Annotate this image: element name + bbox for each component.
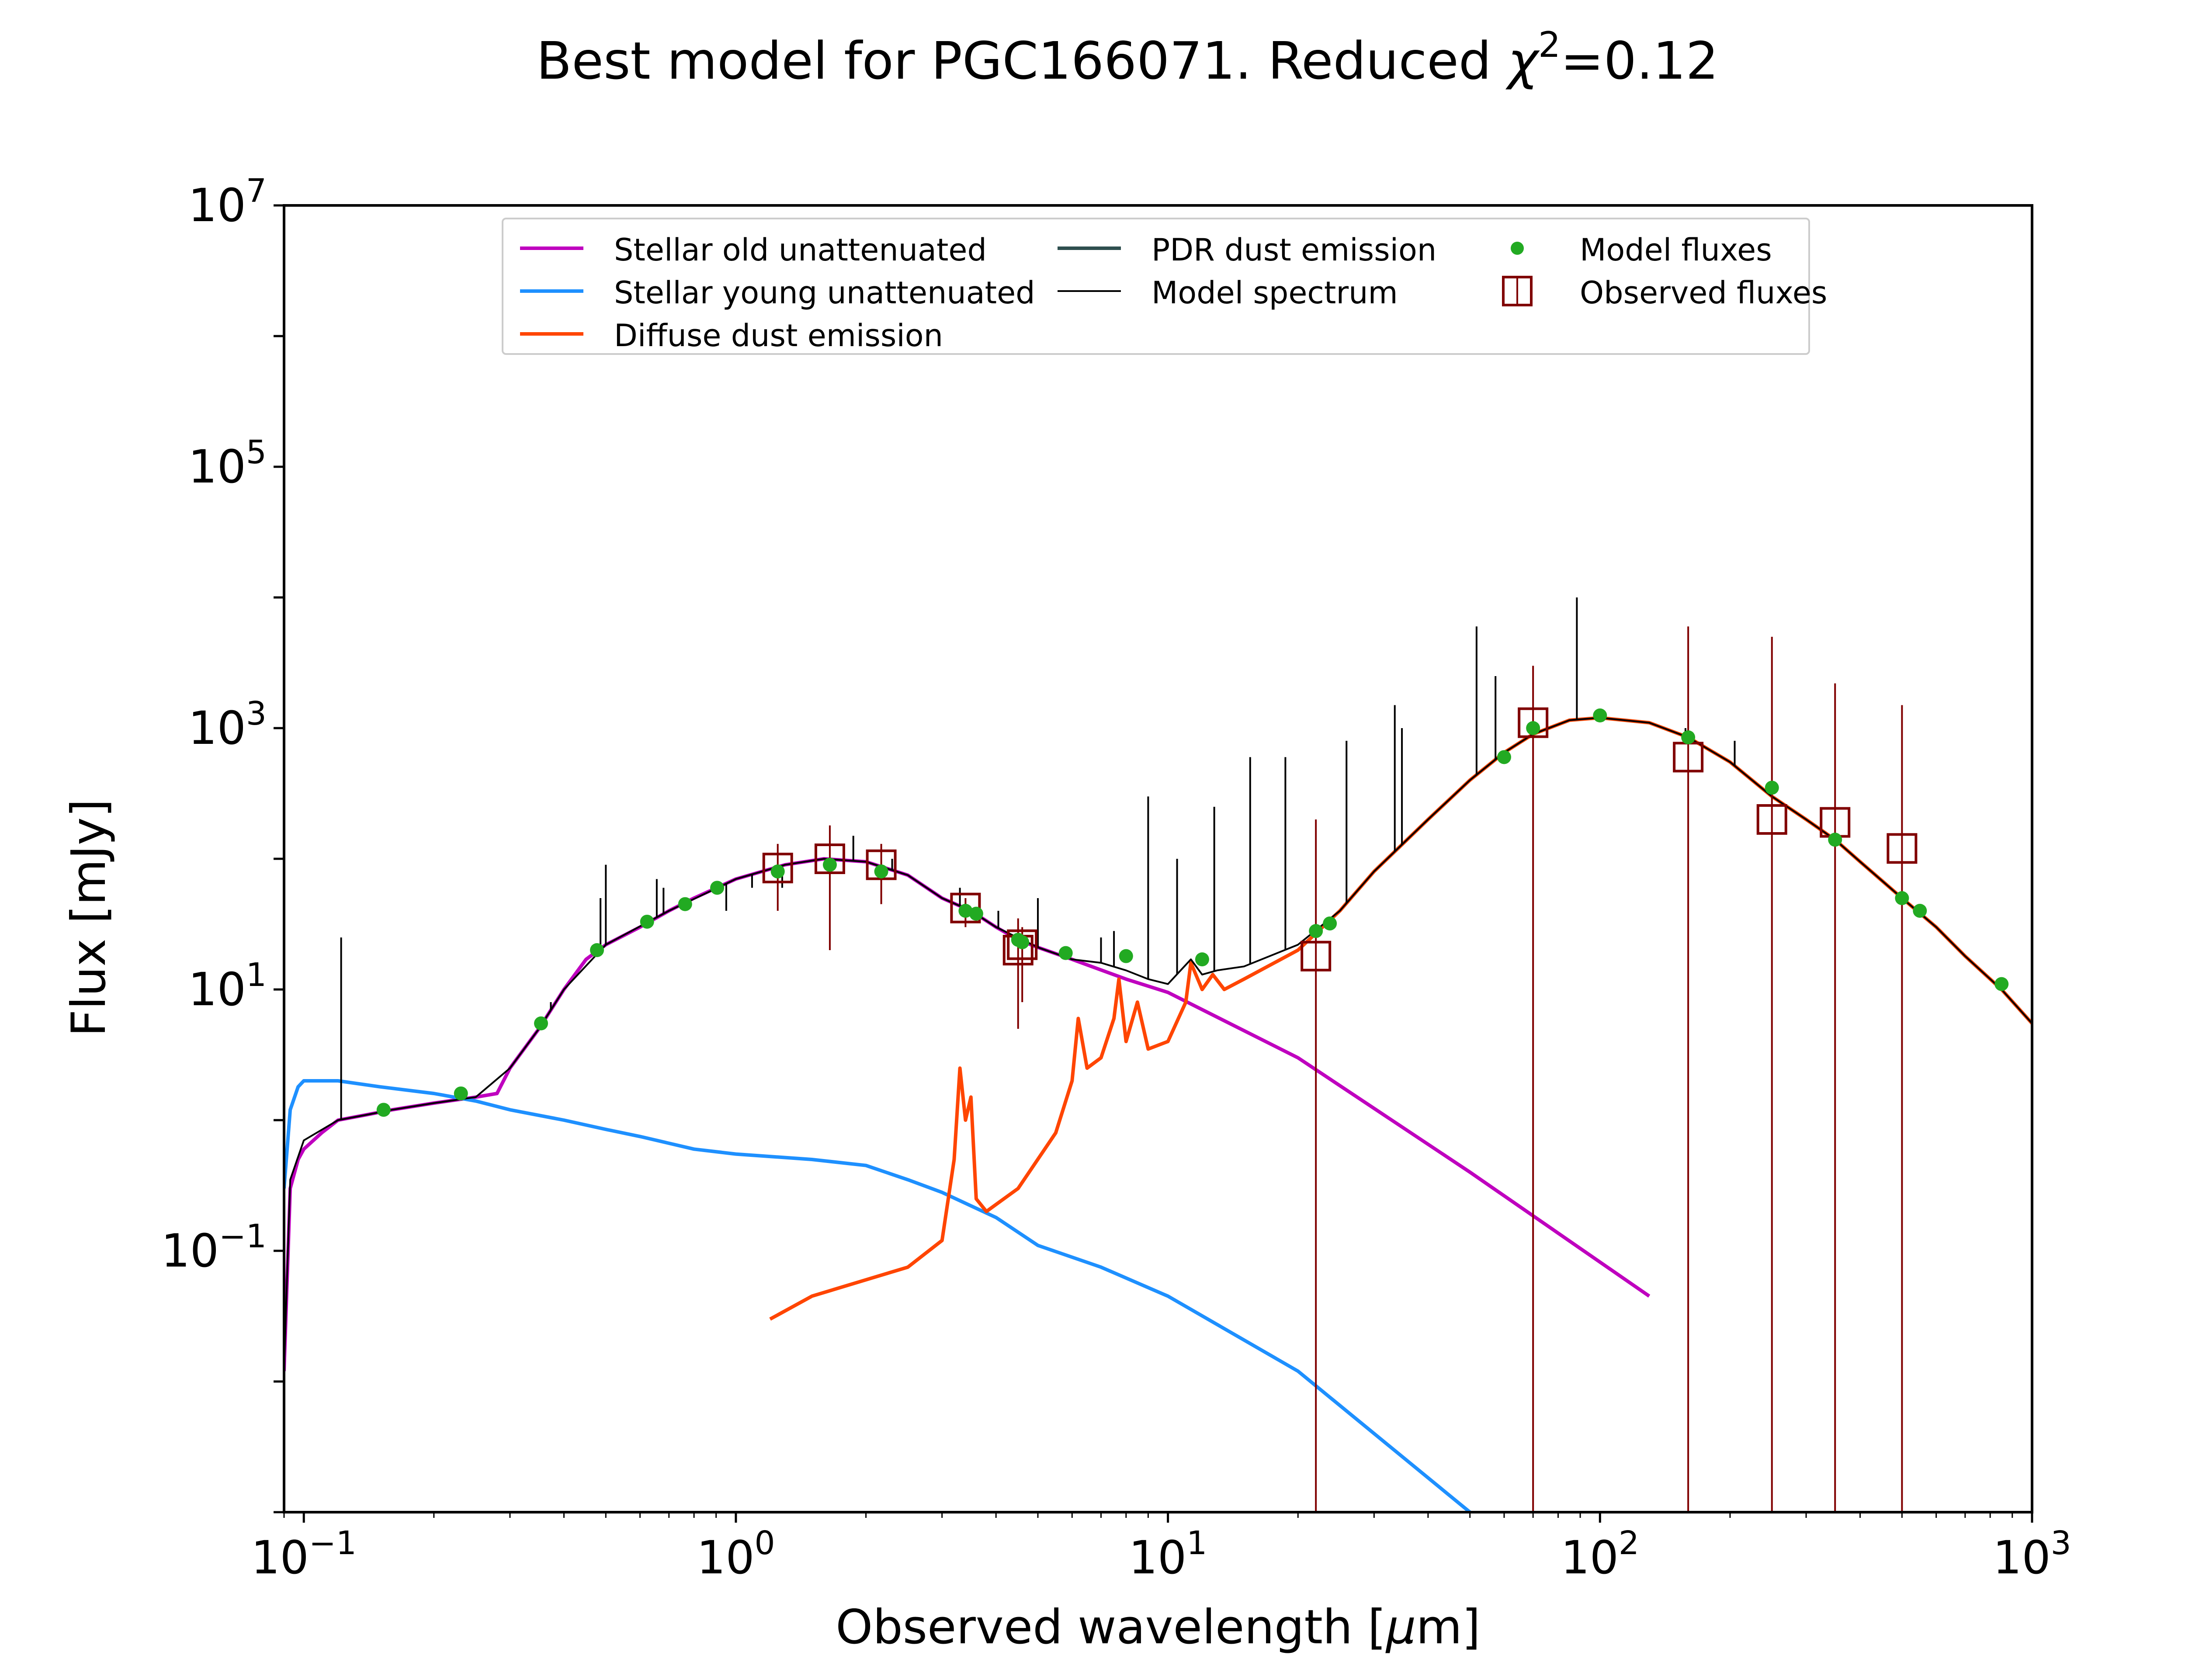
model-flux-point [376, 1103, 391, 1117]
model-flux-point [770, 864, 785, 878]
x-axis-label: Observed wavelength [μm] [836, 1600, 1481, 1655]
plot-area [284, 597, 2032, 1512]
model-flux-point [1593, 708, 1607, 723]
series-model-spectrum-line [284, 717, 2032, 1371]
model-flux-point [1309, 924, 1323, 938]
y-tick-label: 105 [188, 434, 267, 493]
legend-label: Stellar old unattenuated [614, 232, 987, 268]
model-flux-point [1526, 721, 1540, 735]
model-flux-point [1497, 750, 1511, 764]
observed-flux-marker [762, 853, 793, 884]
model-flux-point [1195, 952, 1209, 967]
model-flux-point [958, 903, 973, 918]
model-flux-point [1994, 977, 2009, 991]
chart-title: Best model for PGC166071. Reduced χ2=0.1… [536, 24, 1718, 91]
model-flux-point [822, 857, 837, 872]
model-flux-point [454, 1086, 468, 1100]
legend-label: Model spectrum [1151, 275, 1398, 311]
observed-flux-marker [814, 843, 845, 874]
model-flux-point [534, 1016, 548, 1031]
y-tick-label: 10−1 [161, 1218, 267, 1277]
model-flux-point [1119, 949, 1133, 963]
x-tick-label: 103 [1993, 1524, 2071, 1584]
x-tick-label: 10−1 [251, 1524, 357, 1584]
legend-label: Observed fluxes [1580, 275, 1827, 311]
model-flux-point [1058, 946, 1073, 960]
legend-label: Diffuse dust emission [614, 318, 943, 354]
legend: Stellar old unattenuated Stellar young un… [502, 218, 1827, 355]
model-flux-point [1913, 903, 1927, 918]
x-tick-label: 102 [1561, 1524, 1639, 1584]
model-flux-point [1765, 781, 1779, 795]
model-flux-point [640, 914, 654, 929]
legend-label: Model fluxes [1580, 232, 1772, 268]
legend-label: PDR dust emission [1151, 232, 1436, 268]
legend-box [502, 218, 1810, 355]
y-axis-label: Flux [mJy] [62, 799, 116, 1037]
model-flux-point [1895, 891, 1909, 906]
y-tick-label: 103 [188, 695, 267, 755]
observed-flux-marker [1518, 707, 1549, 738]
observed-flux-marker [1301, 941, 1332, 972]
x-tick-label: 100 [697, 1524, 775, 1584]
model-flux-point [590, 943, 604, 957]
legend-swatch-dot [1511, 242, 1524, 255]
model-flux-point [1681, 730, 1696, 745]
observed-flux-marker [1007, 929, 1038, 960]
observed-flux-marker [866, 849, 897, 880]
model-flux-point [1323, 916, 1337, 930]
model-flux-point [1015, 935, 1030, 949]
series-stellar-young-line [284, 1079, 1471, 1512]
y-tick-label: 101 [188, 956, 267, 1016]
model-flux-point [969, 906, 983, 921]
legend-label: Stellar young unattenuated [614, 275, 1035, 311]
observed-flux-marker [1887, 833, 1918, 864]
model-flux-point [710, 881, 725, 895]
model-flux-point [678, 897, 692, 911]
observed-flux-marker [1756, 804, 1787, 835]
x-tick-label: 101 [1129, 1524, 1207, 1584]
y-tick-label: 107 [188, 172, 267, 232]
model-flux-point [1828, 833, 1842, 847]
plot-frame [283, 204, 2033, 1513]
model-flux-point [874, 864, 888, 878]
